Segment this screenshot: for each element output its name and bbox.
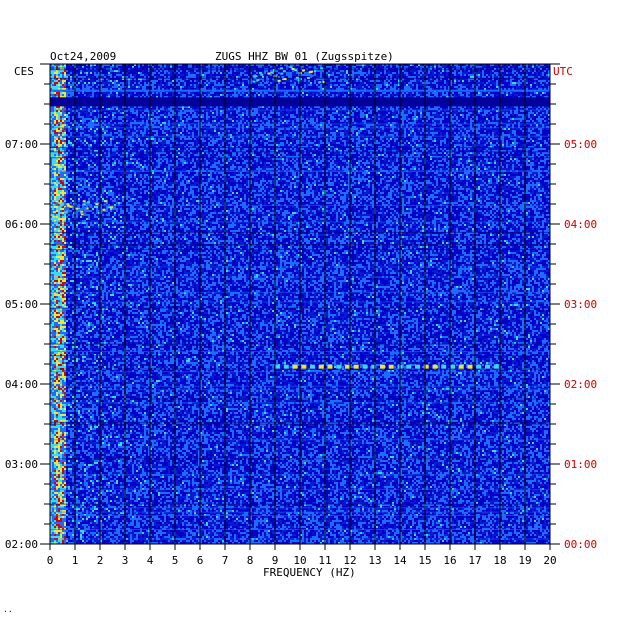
- x-tick-label-1: 1: [72, 554, 79, 567]
- x-tick-label-14: 14: [393, 554, 407, 567]
- chart-title: ZUGS HHZ BW 01 (Zugsspitze): [215, 50, 394, 63]
- x-tick-label-15: 15: [418, 554, 431, 567]
- x-tick-label-0: 0: [47, 554, 54, 567]
- x-tick-label-3: 3: [122, 554, 129, 567]
- right-tick-label: 03:00: [564, 298, 597, 311]
- right-tick-label: 02:00: [564, 378, 597, 391]
- x-tick-label-16: 16: [443, 554, 456, 567]
- date-label: Oct24,2009: [50, 50, 116, 63]
- left-tick-label: 03:00: [5, 458, 38, 471]
- left-tick-label: 07:00: [5, 138, 38, 151]
- x-tick-label-20: 20: [543, 554, 556, 567]
- right-time-axis: 05:00 04:00 03:00 02:00 01:00 00:00: [550, 64, 597, 551]
- right-tick-label: 05:00: [564, 138, 597, 151]
- left-timezone-label: CES: [14, 65, 34, 78]
- spectrogram-plot-area: [50, 64, 550, 544]
- left-tick-label: 04:00: [5, 378, 38, 391]
- right-timezone-label: UTC: [553, 65, 573, 78]
- x-tick-label-8: 8: [247, 554, 254, 567]
- x-tick-label-6: 6: [197, 554, 204, 567]
- footer-mark: ··: [3, 607, 13, 616]
- left-tick-label: 05:00: [5, 298, 38, 311]
- x-axis-label: FREQUENCY (HZ): [263, 566, 356, 579]
- right-tick-label: 00:00: [564, 538, 597, 551]
- x-axis: 0 1 2 3 4 5 6 7 8 9 10 11 12 13 14 15 16 17 18 19 20: [47, 544, 557, 567]
- x-tick-label-5: 5: [172, 554, 179, 567]
- right-tick-label: 01:00: [564, 458, 597, 471]
- right-tick-label: 04:00: [564, 218, 597, 231]
- x-tick-label-17: 17: [468, 554, 481, 567]
- x-tick-label-7: 7: [222, 554, 229, 567]
- left-time-axis: 07:00 06:00 05:00 04:00 03:00 02:00: [5, 64, 50, 551]
- x-tick-label-2: 2: [97, 554, 104, 567]
- left-tick-label: 06:00: [5, 218, 38, 231]
- x-tick-label-4: 4: [147, 554, 154, 567]
- x-tick-label-18: 18: [493, 554, 506, 567]
- x-tick-label-13: 13: [368, 554, 381, 567]
- x-tick-label-19: 19: [518, 554, 531, 567]
- left-tick-label: 02:00: [5, 538, 38, 551]
